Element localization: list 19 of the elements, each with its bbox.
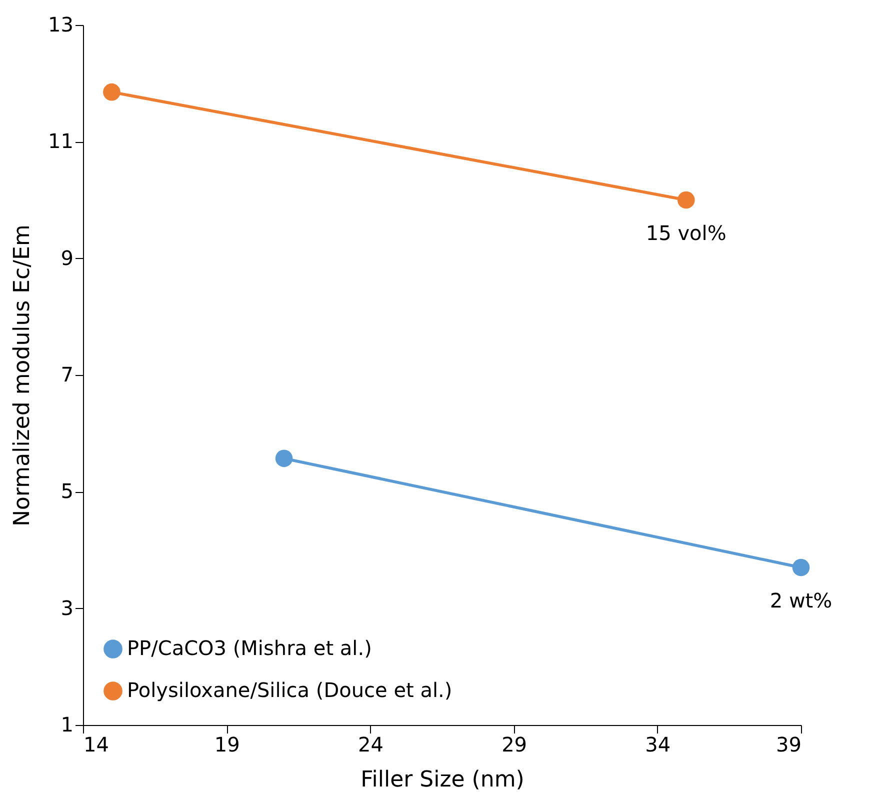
x-tick-label: 39: [776, 732, 802, 756]
x-tick-label: 24: [358, 732, 384, 756]
y-tick-label: 13: [48, 12, 74, 36]
y-axis-title: Normalized modulus Ec/Em: [10, 224, 36, 526]
y-tick-label: 11: [48, 129, 74, 154]
y-tick-label: 3: [60, 596, 74, 620]
y-tick-label: 9: [60, 246, 74, 270]
x-tick-label: 34: [645, 732, 671, 756]
legend-label: Polysiloxane/Silica (Douce et al.): [127, 678, 452, 702]
x-tick-label: 14: [84, 732, 109, 756]
y-tick-label: 1: [60, 712, 74, 736]
y-tick-label: 5: [60, 479, 74, 504]
legend-label: PP/CaCO3 (Mishra et al.): [127, 636, 372, 660]
x-axis-title: Filler Size (nm): [360, 768, 524, 792]
annotation: 2 wt%: [770, 588, 832, 612]
y-tick-label: 7: [60, 362, 74, 386]
x-tick-label: 19: [214, 732, 240, 756]
annotation: 15 vol%: [646, 221, 726, 245]
x-tick-label: 29: [502, 732, 528, 756]
